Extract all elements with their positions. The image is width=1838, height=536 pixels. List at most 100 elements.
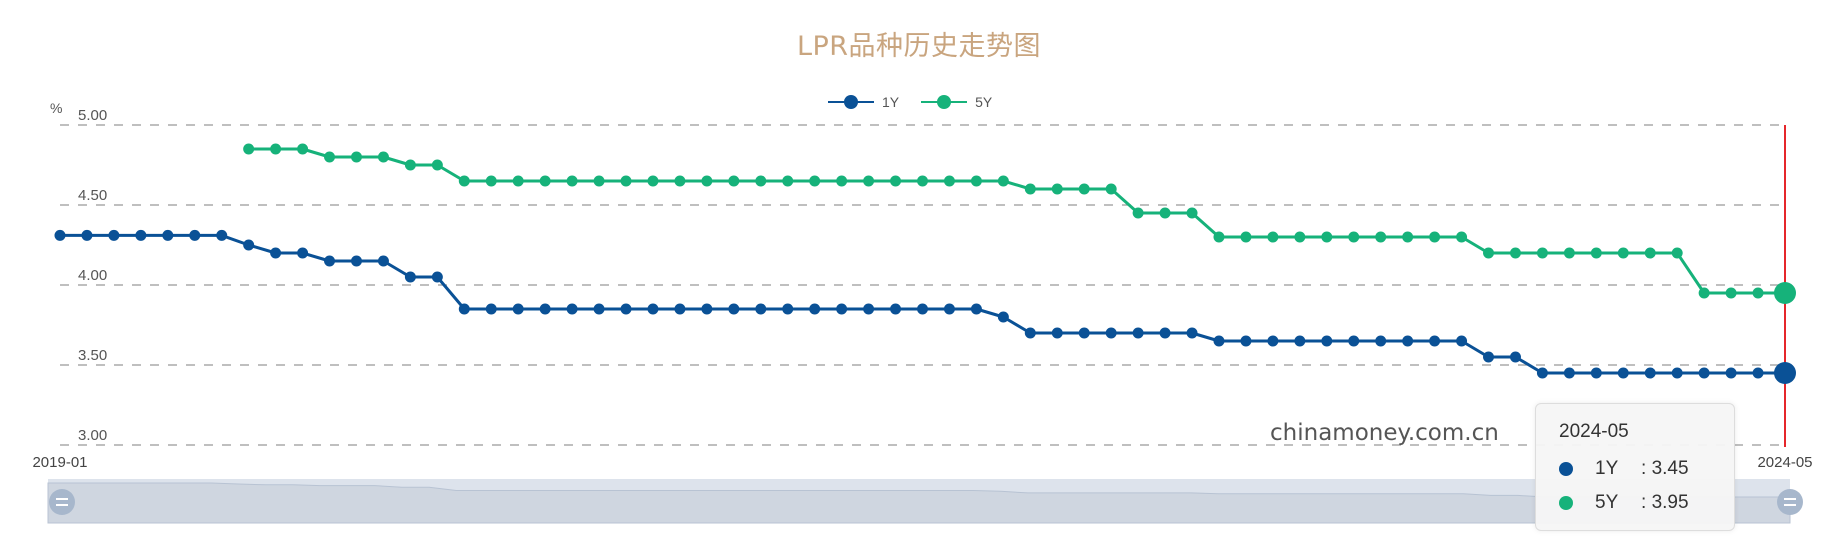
data-point[interactable]	[1483, 247, 1495, 259]
data-point[interactable]	[1456, 231, 1468, 243]
data-point[interactable]	[755, 175, 767, 187]
data-point[interactable]	[1509, 351, 1521, 363]
data-point[interactable]	[377, 151, 389, 163]
data-zoom-left-handle[interactable]	[49, 489, 75, 515]
data-point[interactable]	[1213, 335, 1225, 347]
data-point[interactable]	[863, 303, 875, 315]
data-point[interactable]	[1267, 231, 1279, 243]
data-point[interactable]	[243, 239, 255, 251]
data-point[interactable]	[350, 255, 362, 267]
data-point[interactable]	[1105, 183, 1117, 195]
series-5y[interactable]	[243, 143, 1785, 299]
data-point[interactable]	[1240, 335, 1252, 347]
data-point[interactable]	[1132, 207, 1144, 219]
data-point[interactable]	[1590, 247, 1602, 259]
data-point[interactable]	[728, 303, 740, 315]
data-point[interactable]	[324, 151, 336, 163]
data-point[interactable]	[1375, 231, 1387, 243]
data-point[interactable]	[809, 303, 821, 315]
data-point[interactable]	[566, 303, 578, 315]
data-point[interactable]	[1725, 367, 1737, 379]
data-point[interactable]	[297, 143, 309, 155]
data-point[interactable]	[485, 175, 497, 187]
data-point[interactable]	[81, 229, 93, 241]
data-point[interactable]	[997, 311, 1009, 323]
data-point[interactable]	[970, 175, 982, 187]
data-point[interactable]	[1752, 367, 1764, 379]
data-point[interactable]	[189, 229, 201, 241]
data-point[interactable]	[1483, 351, 1495, 363]
data-point[interactable]	[1321, 335, 1333, 347]
data-point[interactable]	[539, 175, 551, 187]
data-point[interactable]	[1671, 247, 1683, 259]
data-point[interactable]	[863, 175, 875, 187]
data-point[interactable]	[970, 303, 982, 315]
series-1y[interactable]	[54, 229, 1786, 379]
data-point[interactable]	[917, 175, 928, 187]
data-zoom-slider[interactable]	[47, 479, 1803, 524]
data-point[interactable]	[1375, 335, 1387, 347]
data-point[interactable]	[1429, 335, 1441, 347]
data-point[interactable]	[1698, 287, 1710, 299]
data-point[interactable]	[701, 175, 713, 187]
data-point[interactable]	[917, 303, 928, 315]
data-point[interactable]	[1159, 207, 1171, 219]
data-point[interactable]	[1536, 367, 1548, 379]
data-point[interactable]	[701, 303, 713, 315]
data-point[interactable]	[512, 175, 524, 187]
data-point[interactable]	[512, 303, 524, 315]
data-point[interactable]	[997, 175, 1009, 187]
data-point[interactable]	[1402, 231, 1414, 243]
data-point[interactable]	[404, 159, 416, 171]
data-point[interactable]	[216, 229, 228, 241]
data-point[interactable]	[1563, 367, 1575, 379]
data-point[interactable]	[647, 175, 659, 187]
data-point[interactable]	[324, 255, 336, 267]
data-point[interactable]	[377, 255, 389, 267]
data-point[interactable]	[1617, 367, 1629, 379]
data-point[interactable]	[1617, 247, 1629, 259]
data-point[interactable]	[836, 303, 848, 315]
data-point[interactable]	[1294, 231, 1306, 243]
data-point[interactable]	[350, 151, 362, 163]
data-point[interactable]	[1402, 335, 1414, 347]
data-point[interactable]	[270, 247, 282, 259]
data-point[interactable]	[135, 229, 147, 241]
data-point[interactable]	[297, 247, 309, 259]
data-point[interactable]	[566, 175, 578, 187]
data-point[interactable]	[1105, 327, 1117, 339]
legend-item-1y[interactable]: 1Y	[828, 94, 899, 110]
data-point[interactable]	[485, 303, 497, 315]
data-point[interactable]	[1644, 247, 1656, 259]
data-point[interactable]	[108, 229, 120, 241]
data-point[interactable]	[1429, 231, 1441, 243]
data-point[interactable]	[890, 175, 902, 187]
data-point[interactable]	[1024, 183, 1036, 195]
data-point[interactable]	[1213, 231, 1225, 243]
data-point[interactable]	[647, 303, 659, 315]
data-point[interactable]	[1051, 183, 1063, 195]
data-point[interactable]	[620, 303, 632, 315]
data-point[interactable]	[728, 175, 740, 187]
data-point[interactable]	[593, 303, 605, 315]
data-point[interactable]	[890, 303, 902, 315]
data-point[interactable]	[1240, 231, 1252, 243]
data-point[interactable]	[674, 175, 686, 187]
data-point[interactable]	[755, 303, 767, 315]
data-point[interactable]	[1267, 335, 1279, 347]
data-point[interactable]	[1294, 335, 1306, 347]
data-point[interactable]	[1321, 231, 1333, 243]
data-point[interactable]	[1078, 183, 1090, 195]
data-point[interactable]	[674, 303, 686, 315]
series-lines[interactable]	[54, 143, 1786, 379]
data-point[interactable]	[1563, 247, 1575, 259]
data-point[interactable]	[593, 175, 605, 187]
data-point[interactable]	[1348, 231, 1360, 243]
data-point[interactable]	[620, 175, 632, 187]
data-point[interactable]	[404, 271, 416, 283]
data-point[interactable]	[270, 143, 282, 155]
data-point[interactable]	[539, 303, 551, 315]
data-point[interactable]	[1509, 247, 1521, 259]
data-point[interactable]	[1536, 247, 1548, 259]
